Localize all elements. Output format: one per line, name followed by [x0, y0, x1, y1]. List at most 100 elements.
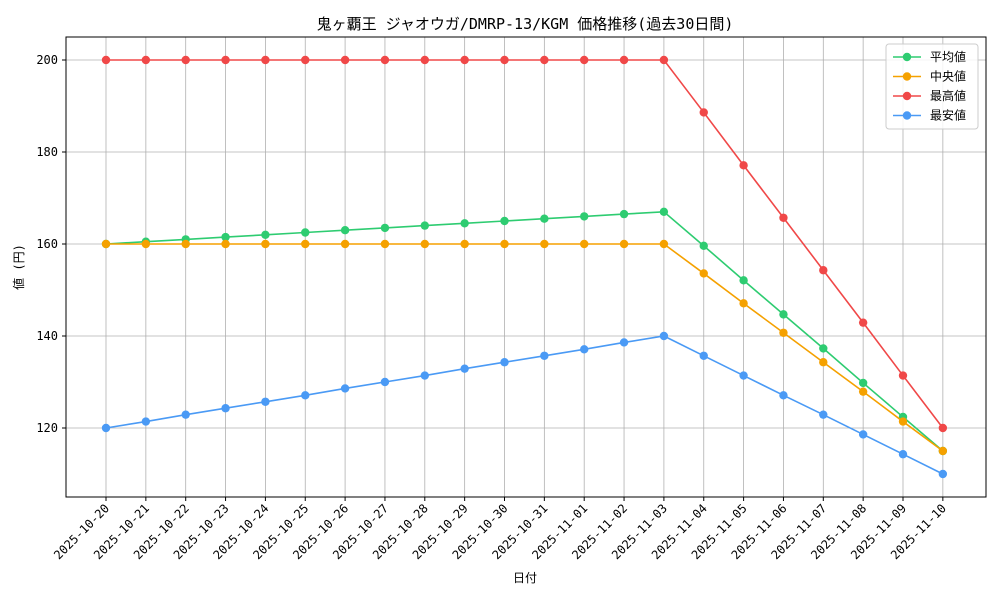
data-point: [540, 351, 549, 360]
legend-box: [885, 43, 979, 130]
data-point: [340, 55, 350, 65]
data-point: [380, 377, 390, 387]
data-point: [420, 371, 429, 380]
series-lines: [101, 55, 948, 479]
data-point: [460, 364, 469, 373]
y-tick-label: 180: [36, 145, 58, 159]
legend-label-0: 平均値: [930, 49, 966, 64]
data-point: [460, 239, 469, 249]
plot-frame: [65, 36, 987, 498]
data-point: [938, 446, 948, 456]
data-point: [261, 239, 270, 249]
data-point: [659, 55, 669, 65]
data-point: [819, 358, 828, 367]
data-point: [221, 239, 230, 249]
legend-label-1: 中央値: [930, 69, 966, 84]
data-point: [181, 55, 190, 65]
legend-marker-2: [902, 91, 912, 101]
data-point: [301, 55, 310, 65]
series-0: [101, 207, 948, 456]
data-point: [739, 371, 748, 380]
legend-marker-1: [902, 72, 912, 81]
data-point: [699, 269, 708, 278]
data-point: [380, 55, 390, 65]
y-tick-label: 160: [36, 237, 58, 251]
data-point: [819, 344, 828, 353]
y-tick-label: 120: [36, 421, 58, 435]
legend-label-3: 最安値: [930, 108, 966, 123]
data-point: [938, 469, 948, 479]
data-point: [181, 410, 190, 419]
data-point: [540, 214, 549, 223]
data-point: [739, 299, 748, 308]
data-point: [460, 219, 469, 228]
data-point: [858, 318, 868, 327]
data-point: [858, 378, 868, 388]
data-point: [340, 239, 350, 249]
data-point: [580, 212, 589, 221]
data-point: [221, 232, 230, 242]
data-point: [659, 239, 669, 249]
data-point: [739, 161, 748, 170]
series-line-2: [106, 59, 944, 429]
data-point: [898, 371, 908, 380]
series-2: [101, 55, 948, 433]
data-point: [699, 351, 708, 360]
data-point: [540, 239, 549, 249]
data-point: [261, 55, 270, 65]
data-point: [141, 55, 151, 65]
data-point: [819, 410, 828, 419]
data-point: [779, 213, 788, 222]
data-point: [898, 417, 908, 426]
data-point: [340, 384, 350, 393]
data-point: [420, 55, 429, 65]
data-point: [340, 226, 350, 235]
series-3: [101, 331, 948, 479]
data-point: [540, 55, 549, 65]
series-line-0: [105, 210, 944, 452]
data-point: [580, 345, 589, 354]
series-line-1: [106, 243, 944, 452]
data-point: [619, 239, 629, 249]
y-axis-label: 値 (円): [11, 244, 26, 290]
data-point: [619, 55, 629, 65]
data-point: [420, 221, 429, 230]
data-point: [500, 216, 509, 226]
data-point: [858, 430, 868, 439]
series-line-3: [105, 335, 944, 475]
legend-marker-3: [902, 111, 912, 120]
x-axis-ticks: 2025-10-202025-10-212025-10-222025-10-23…: [51, 497, 949, 562]
data-point: [101, 55, 111, 65]
data-point: [938, 423, 948, 433]
data-point: [779, 310, 788, 319]
y-tick-label: 140: [36, 329, 58, 343]
data-point: [221, 404, 230, 413]
data-point: [699, 241, 708, 251]
data-point: [619, 338, 629, 347]
legend-marker-0: [902, 52, 912, 62]
data-point: [659, 331, 669, 341]
grid: [66, 37, 986, 497]
data-point: [580, 55, 589, 65]
data-point: [221, 55, 230, 65]
data-point: [580, 239, 589, 249]
y-axis-ticks: 120 140 160 180 200: [36, 53, 66, 435]
y-tick-label: 200: [36, 53, 58, 67]
data-point: [659, 207, 669, 216]
data-point: [460, 55, 469, 65]
legend-label-2: 最高値: [930, 88, 966, 103]
data-point: [261, 230, 270, 239]
data-point: [500, 239, 509, 249]
data-point: [141, 417, 151, 426]
series-1: [101, 239, 948, 456]
data-point: [739, 276, 748, 285]
data-point: [819, 266, 828, 275]
data-point: [420, 239, 429, 249]
data-point: [101, 423, 111, 433]
data-point: [301, 228, 310, 237]
data-point: [779, 391, 788, 400]
data-point: [141, 239, 151, 249]
data-point: [181, 239, 190, 249]
